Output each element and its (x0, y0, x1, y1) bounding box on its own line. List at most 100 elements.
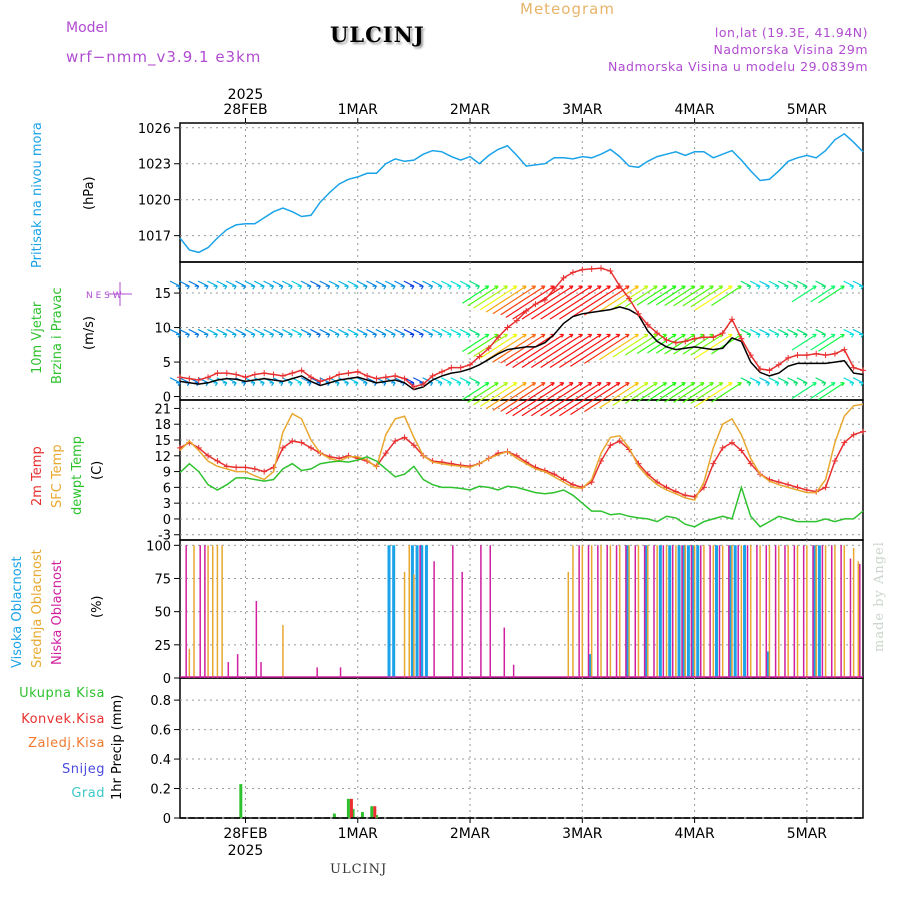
wind-arrow-head (578, 285, 583, 290)
wind-arrow-head (250, 382, 256, 387)
temperature-marker (307, 444, 314, 451)
wind-arrow (815, 280, 826, 287)
wind-arrow (179, 280, 190, 287)
wind-arrow-head (503, 382, 508, 387)
wind-arrow-head (840, 285, 845, 290)
wind-arrow (749, 328, 761, 335)
wind-marker (401, 375, 408, 382)
wind-arrow-head (597, 333, 602, 338)
wind-marker (326, 375, 333, 382)
wind-arrow-head (391, 333, 396, 338)
wind-arrow (450, 328, 461, 335)
wind-marker (710, 334, 717, 341)
wind-arrow-head (681, 333, 686, 338)
wind-arrow (664, 382, 695, 403)
bottom-year-label: 2025 (228, 843, 264, 859)
wind-arrow-head (297, 382, 303, 387)
wind-arrow-head (830, 333, 836, 338)
wind-arrow-head (531, 285, 537, 290)
wind-arrow (540, 285, 592, 320)
wind-arrow-head (512, 382, 518, 387)
wind-arrow (711, 285, 742, 307)
wind-marker (803, 352, 810, 359)
temperature-series-sfc-temp (179, 403, 864, 501)
wind-marker (392, 372, 399, 379)
wind-arrow-head (213, 333, 218, 338)
wind-marker (654, 330, 661, 337)
wind-marker (177, 374, 183, 381)
temperature-marker (457, 462, 464, 469)
wind-arrow-head (859, 333, 864, 338)
wind-arrow-head (728, 333, 733, 338)
temperature-marker (850, 431, 857, 438)
wind-arrow (384, 328, 396, 335)
temperature-marker (729, 439, 736, 446)
wind-marker (420, 381, 427, 388)
precipitation-panel-frame (179, 677, 864, 819)
wind-arrow-head (615, 333, 621, 338)
wind-arrow-head (512, 333, 518, 338)
wind-arrow-head (765, 382, 770, 387)
wind-arrow-head (222, 382, 228, 387)
wind-arrow (521, 333, 574, 368)
wind-marker (738, 335, 745, 342)
precipitation-ytick-label: 0.8 (150, 694, 171, 709)
wind-arrow-head (437, 285, 443, 290)
wind-marker (364, 372, 371, 379)
wind-arrow-head (812, 285, 817, 290)
wind-arrow-head (597, 382, 602, 387)
elevation-info: Nadmorska Visina 29m (713, 42, 868, 57)
wind-arrow (253, 328, 265, 335)
wind-marker (429, 372, 436, 379)
wind-arrow-head (615, 382, 621, 387)
wind-arrow-head (634, 333, 639, 338)
wind-arrow-head (559, 382, 565, 387)
wind-arrow-head (204, 285, 209, 290)
wind-arrow (207, 377, 218, 384)
wind-arrow-head (428, 333, 434, 338)
bottom-station-name: ULCINJ (330, 862, 388, 877)
temperature-ytick-label: 21 (154, 402, 171, 417)
wind-arrow-head (194, 333, 200, 338)
wind-arrow-head (765, 285, 770, 290)
wind-arrow-head (774, 285, 780, 290)
wind-arrow (810, 333, 836, 351)
wind-panel-frame (179, 261, 864, 401)
wind-arrow (338, 328, 349, 335)
legend-ukupna-kisa: Ukupna Kisa (19, 686, 105, 701)
wind-arrow-head (550, 382, 555, 387)
wind-arrow (282, 280, 293, 287)
wind-marker (495, 334, 502, 341)
wind-marker (841, 346, 848, 353)
top-day-label: 2MAR (450, 102, 491, 118)
wind-arrow (300, 280, 312, 287)
wind-arrow-head (606, 285, 611, 290)
wind-arrow-head (494, 382, 499, 387)
wind-arrow-head (568, 333, 574, 338)
temperature-marker (860, 428, 866, 435)
wind-arrow-head (522, 285, 527, 290)
temperature-marker (616, 438, 623, 445)
wind-arrow (338, 280, 349, 287)
temperature-marker (822, 484, 829, 491)
wind-arrow (570, 382, 621, 416)
wind-arrow (694, 285, 733, 311)
wind-arrow-head (625, 333, 630, 338)
wind-arrow (462, 382, 490, 401)
wind-arrow-head (316, 333, 321, 338)
temperature-marker (233, 464, 240, 471)
wind-marker (476, 353, 483, 360)
wind-arrow-head (419, 333, 424, 338)
wind-arrow (412, 280, 424, 287)
wind-arrow-head (503, 285, 508, 290)
meteogram-label: Meteogram (520, 0, 615, 18)
wind-arrow-head (662, 333, 668, 338)
wind-arrow-head (578, 333, 583, 338)
precipitation-ytick-label: 0.4 (150, 753, 171, 768)
legend-zaledj-kisa: Zaledj.Kisa (28, 736, 105, 751)
wind-arrow-head (653, 382, 658, 387)
wind-arrow-head (793, 382, 799, 387)
wind-arrow (787, 328, 798, 335)
wind-arrow (624, 285, 658, 308)
